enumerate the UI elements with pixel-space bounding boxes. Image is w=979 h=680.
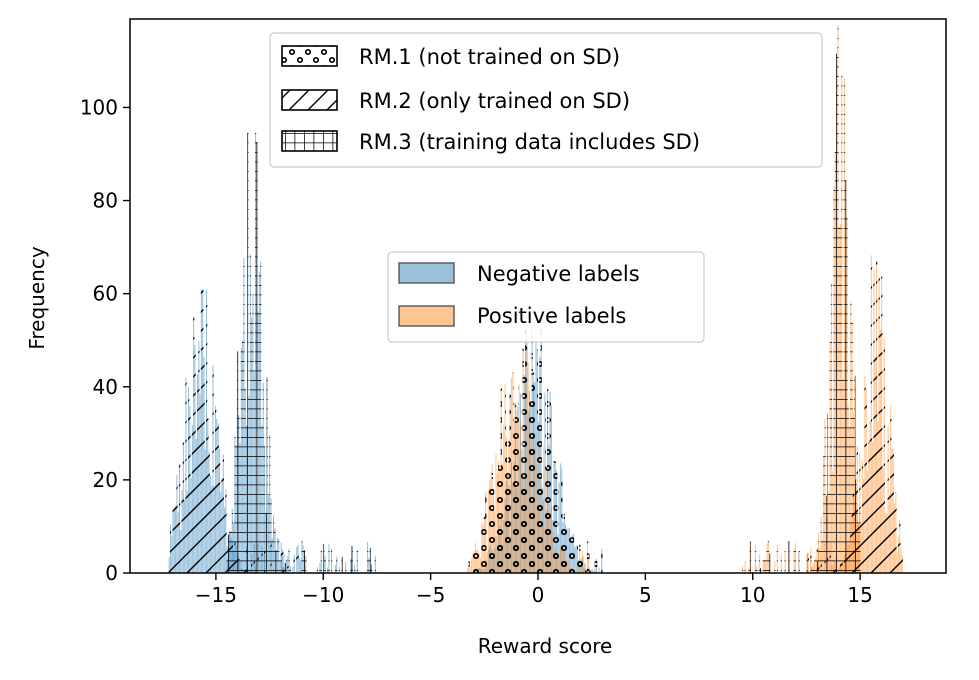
- legend-entry-rm2: RM.2 (only trained on SD): [281, 89, 630, 113]
- x-axis-label: Reward score: [478, 634, 613, 658]
- legend-swatch-positive: [398, 305, 455, 327]
- y-tick-label: 0: [105, 561, 118, 585]
- hatch-grid-overlay: [742, 25, 861, 573]
- label-legend-frame: [387, 251, 705, 343]
- legend-entry-rm1: RM.1 (not trained on SD): [281, 45, 620, 69]
- legend-entry-rm3: RM.3 (training data includes SD): [281, 130, 700, 154]
- y-axis: 0 20 40 60 80 100: [80, 95, 130, 585]
- y-tick-label: 100: [80, 95, 118, 119]
- x-tick-label: −5: [416, 583, 445, 607]
- legend-label-positive: Positive labels: [477, 304, 626, 328]
- legend-swatch-circles: [281, 45, 338, 67]
- hatch-diagonal-overlay: [168, 289, 303, 573]
- legend-swatch-negative: [398, 262, 455, 284]
- y-tick-label: 20: [93, 468, 118, 492]
- x-axis: −15 −10 −5 0 5 10 15: [195, 573, 873, 607]
- legend-label-rm1: RM.1 (not trained on SD): [359, 45, 620, 69]
- y-tick-label: 60: [93, 282, 118, 306]
- hatch-grid-overlay: [226, 133, 378, 573]
- legend-swatch-grid: [281, 130, 338, 152]
- x-tick-label: 0: [532, 583, 545, 607]
- legend-entry-positive: Positive labels: [398, 304, 626, 328]
- y-tick-label: 80: [93, 189, 118, 213]
- hatch-diagonal-overlay: [806, 255, 904, 573]
- legend-swatch-diagonal: [281, 89, 338, 111]
- x-tick-label: 10: [740, 583, 765, 607]
- x-tick-label: −15: [195, 583, 237, 607]
- model-legend-frame: [269, 32, 823, 168]
- x-tick-label: 15: [847, 583, 872, 607]
- legend-label-rm2: RM.2 (only trained on SD): [359, 89, 630, 113]
- label-legend: Negative labels Positive labels: [387, 251, 705, 343]
- y-tick-label: 40: [93, 375, 118, 399]
- y-axis-label: Frequency: [25, 246, 49, 349]
- hatch-circles-overlay: [467, 347, 596, 573]
- model-legend: RM.1 (not trained on SD) RM.2 (only trai…: [269, 32, 823, 168]
- x-tick-label: −10: [302, 583, 344, 607]
- legend-label-rm3: RM.3 (training data includes SD): [359, 130, 700, 154]
- legend-entry-negative: Negative labels: [398, 262, 640, 286]
- hatch-overlays: [168, 25, 904, 573]
- x-tick-label: 5: [639, 583, 652, 607]
- legend-label-negative: Negative labels: [477, 262, 640, 286]
